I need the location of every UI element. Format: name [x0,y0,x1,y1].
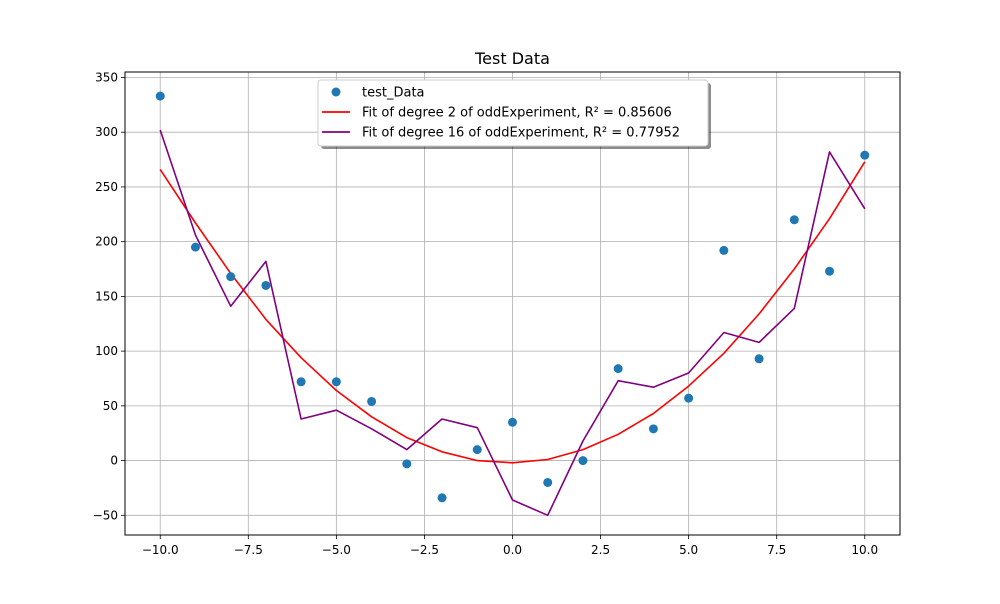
scatter-point [648,424,658,434]
scatter-point [261,280,271,290]
x-tick-label: 2.5 [591,543,610,557]
chart-title: Test Data [474,49,550,68]
scatter-point [613,364,623,374]
scatter-point [543,477,553,487]
scatter-point [789,215,799,225]
scatter-point [437,493,447,503]
legend-label: test_Data [362,86,425,101]
scatter-point [155,91,165,101]
x-tick-label: −7.5 [234,543,263,557]
y-tick-label: 300 [95,125,118,139]
legend-marker [331,87,341,97]
series-layer [155,91,870,517]
y-tick-label: 100 [95,344,118,358]
scatter-point [296,377,306,387]
x-tick-label: −10.0 [142,543,179,557]
y-tick-label: 0 [110,454,118,468]
x-tick-label: 5.0 [679,543,698,557]
y-tick-label: −50 [93,508,118,522]
series-line-2 [159,129,866,517]
scatter-point [684,393,694,403]
y-axis: −50 0 50 100 150 200 250 300 350 [93,70,125,522]
y-tick-label: 250 [95,180,118,194]
scatter-point [754,354,764,364]
scatter-point [226,272,236,282]
x-tick-label: −2.5 [410,543,439,557]
x-tick-label: 0.0 [503,543,522,557]
legend-label: Fit of degree 2 of oddExperiment, R² = 0… [362,106,672,121]
scatter-point [860,150,870,160]
x-tick-label: 10.0 [851,543,878,557]
scatter-point [508,417,517,427]
scatter-point [367,396,377,406]
scatter-point [719,245,729,255]
legend-box [317,79,709,147]
x-tick-label: 7.5 [767,543,786,557]
scatter-point [472,445,482,455]
x-tick-label: −5.0 [322,543,351,557]
legend-label: Fit of degree 16 of oddExperiment, R² = … [362,126,680,141]
y-tick-label: 350 [95,70,118,84]
scatter-point [402,459,412,469]
scatter-point [190,242,200,252]
legend: test_Data Fit of degree 2 of oddExperimen… [317,79,711,149]
y-tick-label: 50 [103,399,118,413]
x-axis: −10.0 −7.5 −5.0 −2.5 0.0 2.5 5.0 7.5 10.0 [142,535,878,557]
series-line-1 [159,161,866,464]
y-tick-label: 150 [95,289,118,303]
y-tick-label: 200 [95,235,118,249]
scatter-point [825,266,835,276]
scatter-point [331,377,341,387]
scatter-point [578,456,588,466]
